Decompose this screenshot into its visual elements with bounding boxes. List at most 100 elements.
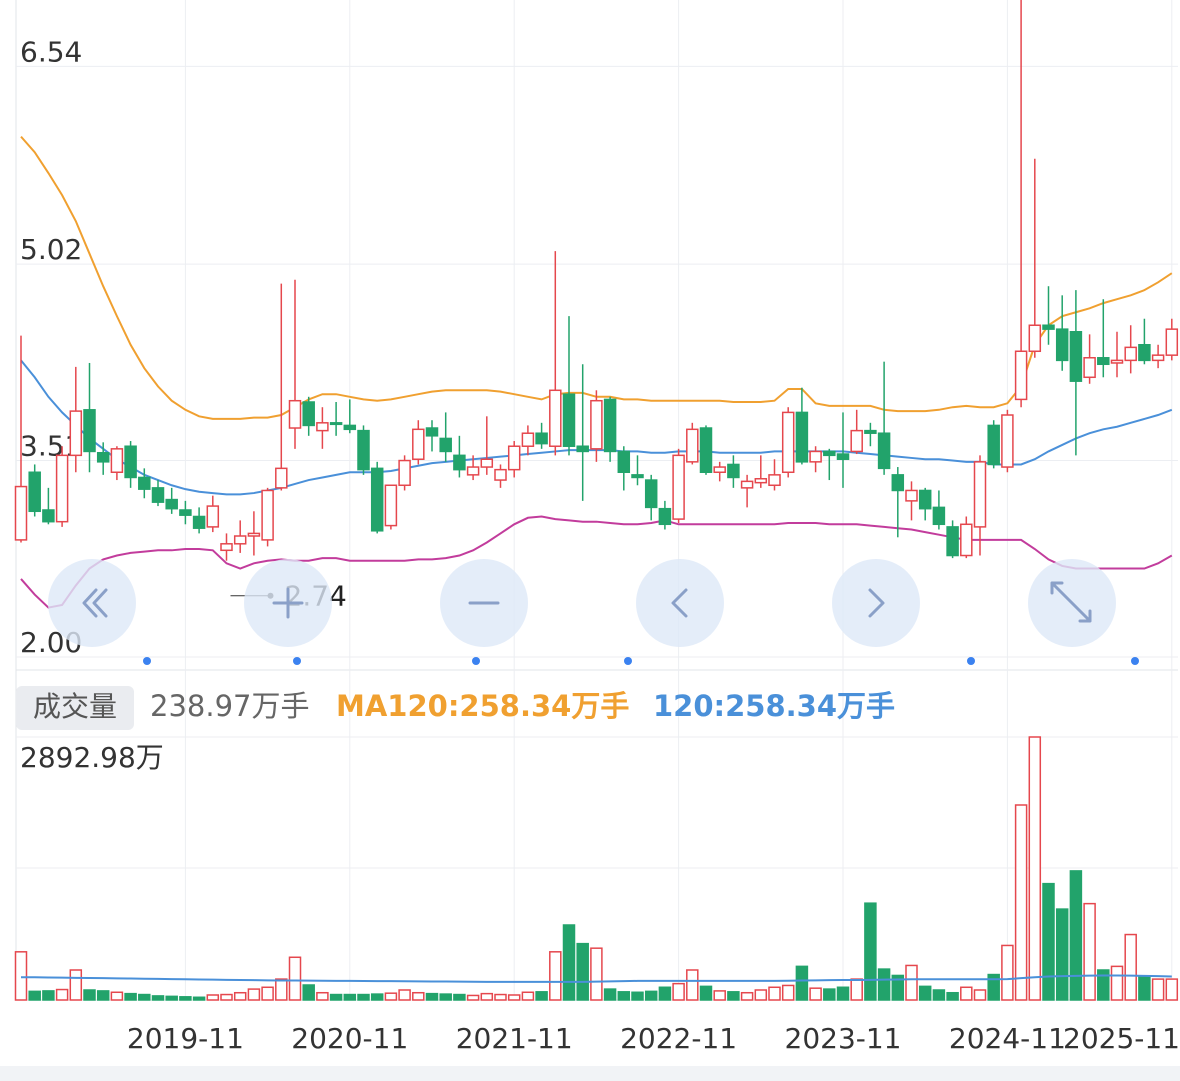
x-tick-label: 2020-11	[291, 1022, 408, 1055]
volume-bar	[1151, 978, 1165, 1001]
candle-body	[1110, 359, 1124, 364]
volume-tick-label: 2892.98万	[20, 741, 164, 774]
candle-body	[1138, 344, 1151, 362]
volume-bar	[781, 984, 795, 1001]
volume-bar	[973, 989, 987, 1001]
volume-bar	[905, 964, 918, 1001]
volume-bar	[987, 973, 1000, 1001]
volume-bar	[357, 993, 370, 1001]
volume-bar	[603, 988, 617, 1001]
candle-body	[864, 429, 877, 434]
volume-ma-line	[21, 974, 1172, 983]
nav-fullscreen[interactable]	[1028, 559, 1116, 647]
candle-body	[370, 467, 384, 532]
volume-bar	[507, 994, 521, 1001]
nav-zoom-out[interactable]	[440, 559, 528, 647]
volume-bar	[864, 902, 877, 1001]
candle-body	[233, 535, 247, 545]
candle-body	[412, 428, 425, 460]
volume-bar	[1069, 870, 1083, 1001]
volume-bar	[42, 990, 55, 1001]
volume-bar	[590, 947, 603, 1001]
candle-body	[521, 432, 535, 447]
volume-bar	[288, 956, 302, 1001]
candle-body	[179, 509, 192, 516]
candle-body	[14, 485, 28, 541]
candle-body	[781, 411, 795, 474]
candle-body	[549, 389, 562, 447]
candle-body	[288, 399, 302, 429]
volume-bar	[617, 991, 631, 1001]
candle-body	[357, 429, 370, 471]
volume-bar	[55, 988, 69, 1001]
volume-bar	[220, 993, 233, 1001]
candle-body	[850, 429, 863, 453]
volume-bar	[754, 989, 768, 1001]
volume-bar	[384, 992, 398, 1001]
candle-body	[905, 489, 918, 502]
volume-bar	[1165, 978, 1179, 1001]
volume-bar	[316, 991, 329, 1001]
candle-body	[247, 532, 261, 537]
volume-bar	[83, 989, 96, 1001]
candle-body	[110, 448, 124, 474]
volume-bar	[261, 986, 274, 1001]
volume-bar	[699, 985, 713, 1001]
volume-bar	[343, 993, 357, 1001]
candle-body	[275, 467, 288, 489]
volume-bar	[370, 993, 384, 1001]
volume-bar	[179, 996, 192, 1001]
candle-body	[302, 401, 315, 427]
candle-body	[1069, 330, 1083, 382]
volume-bar	[1042, 882, 1055, 1001]
candle-body	[494, 468, 507, 481]
volume-bar	[535, 991, 548, 1001]
candle-body	[1001, 414, 1014, 468]
candle-body	[823, 450, 836, 457]
candle-body	[836, 453, 850, 460]
volume-bar	[425, 992, 439, 1001]
volume-bar	[1124, 933, 1137, 1001]
nav-first[interactable]	[48, 559, 136, 647]
volume-bar	[877, 968, 891, 1001]
volume-bar	[740, 991, 754, 1001]
volume-bar	[302, 984, 315, 1001]
volume-bar	[713, 990, 726, 1001]
candle-body	[699, 427, 713, 474]
candle-body	[713, 466, 726, 474]
candle-body	[343, 424, 357, 431]
candle-body	[1055, 328, 1069, 362]
volume-bar	[644, 990, 658, 1001]
volume-bar	[946, 991, 959, 1001]
candle-body	[398, 459, 411, 487]
volume-bar	[138, 993, 151, 1001]
candle-body	[1083, 357, 1096, 379]
legend-current: 238.97万手	[150, 689, 309, 723]
candle-body	[1028, 324, 1042, 353]
candle-body	[590, 399, 603, 450]
volume-bar	[494, 993, 507, 1001]
nav-prev[interactable]	[636, 559, 724, 647]
candle-body	[1042, 324, 1055, 330]
candle-body	[206, 505, 220, 528]
volume-bar	[549, 951, 562, 1001]
nav-next[interactable]	[832, 559, 920, 647]
candle-body	[932, 506, 946, 526]
volume-bar	[768, 986, 781, 1001]
volume-bar	[124, 992, 137, 1001]
legend-title: 成交量	[33, 690, 117, 723]
candle-body	[316, 422, 329, 432]
volume-bar	[521, 991, 535, 1001]
volume-bar	[480, 992, 494, 1001]
volume-bar	[823, 988, 836, 1001]
nav-zoom-in[interactable]	[244, 559, 332, 647]
y-tick-label: 6.54	[20, 35, 82, 68]
candle-body	[28, 471, 41, 513]
candle-body	[1151, 354, 1165, 362]
candle-body	[165, 498, 178, 510]
candle-body	[617, 450, 631, 474]
volume-bar	[14, 951, 28, 1001]
candle-body	[987, 424, 1000, 466]
